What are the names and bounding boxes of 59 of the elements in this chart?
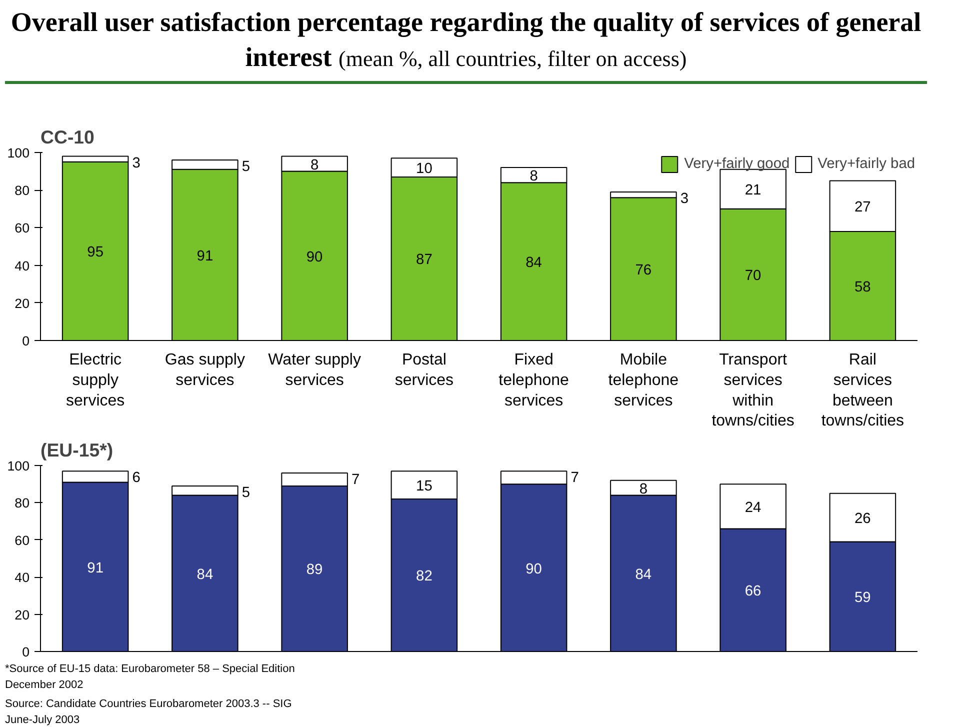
x-tick-label: Fixed telephone services bbox=[498, 352, 570, 410]
data-label: 8 bbox=[639, 481, 648, 498]
data-label: 7 bbox=[351, 472, 360, 488]
x-tick-label: Electric supply services bbox=[66, 352, 125, 410]
data-label: 3 bbox=[132, 155, 140, 172]
data-label: 95 bbox=[87, 244, 104, 261]
data-label: 90 bbox=[526, 561, 542, 578]
data-label: 26 bbox=[854, 511, 871, 528]
data-label: 24 bbox=[744, 500, 762, 516]
x-tick-label: Gas supply services bbox=[164, 352, 245, 389]
data-label: 27 bbox=[854, 200, 871, 216]
x-tick-label: Water supply services bbox=[268, 352, 361, 389]
data-label: 89 bbox=[306, 562, 323, 578]
data-label: 91 bbox=[196, 248, 214, 264]
data-label: 8 bbox=[530, 168, 538, 185]
data-label: 7 bbox=[570, 470, 579, 486]
x-tick-label: Mobile telephone services bbox=[608, 352, 679, 410]
y-tick-label: 0 bbox=[22, 334, 30, 348]
data-label: 5 bbox=[242, 484, 250, 501]
chart-subtitle: (mean %, all countries, filter on access) bbox=[338, 46, 687, 72]
data-label: 84 bbox=[635, 566, 652, 583]
legend-title: CC-10 bbox=[40, 126, 94, 148]
data-label: 84 bbox=[196, 566, 214, 583]
y-tick-label: 20 bbox=[14, 607, 30, 622]
y-tick-label: 100 bbox=[7, 458, 30, 474]
y-tick-label: 40 bbox=[14, 258, 30, 274]
y-tick-label: 0 bbox=[22, 644, 30, 660]
data-label: 15 bbox=[416, 478, 432, 495]
data-label: 10 bbox=[416, 161, 432, 178]
y-tick-label: 40 bbox=[14, 570, 30, 586]
data-label: 70 bbox=[744, 268, 762, 284]
data-label: 84 bbox=[526, 255, 542, 272]
data-label: 5 bbox=[242, 159, 250, 176]
data-label: 66 bbox=[744, 584, 762, 600]
data-label: 3 bbox=[680, 190, 688, 207]
data-label: 82 bbox=[416, 568, 432, 585]
y-tick-label: 80 bbox=[14, 183, 30, 198]
y-tick-label: 100 bbox=[7, 146, 30, 160]
data-label: 8 bbox=[310, 157, 319, 174]
data-label: 6 bbox=[132, 470, 140, 486]
legend-title: (EU-15*) bbox=[40, 440, 114, 460]
x-tick-label: Rail services between towns/cities bbox=[821, 352, 904, 430]
y-tick-label: 60 bbox=[14, 532, 30, 548]
legend-label: Very+fairly bad bbox=[818, 156, 915, 172]
text: *Source of EU-15 data: Eurobarometer 58 – Special Edition December 2002 bbox=[5, 662, 296, 693]
y-tick-label: 60 bbox=[14, 220, 30, 236]
data-label: 87 bbox=[416, 252, 432, 268]
x-tick-label: Transport services within towns/cities bbox=[712, 352, 794, 430]
data-label: 59 bbox=[854, 590, 871, 606]
y-tick-label: 80 bbox=[14, 496, 30, 511]
data-label: 58 bbox=[854, 279, 871, 296]
data-label: 76 bbox=[635, 262, 652, 279]
x-tick-label: Postal services bbox=[394, 352, 454, 389]
y-tick-label: 20 bbox=[14, 296, 30, 311]
data-label: 21 bbox=[744, 182, 762, 199]
data-label: 90 bbox=[306, 249, 323, 266]
data-label: 91 bbox=[87, 560, 104, 576]
legend-label: Very+fairly good bbox=[684, 156, 790, 172]
source-note: Source: Candidate Countries Eurobarometer 2003.3 -- SIG June-July 2003 bbox=[5, 697, 293, 727]
